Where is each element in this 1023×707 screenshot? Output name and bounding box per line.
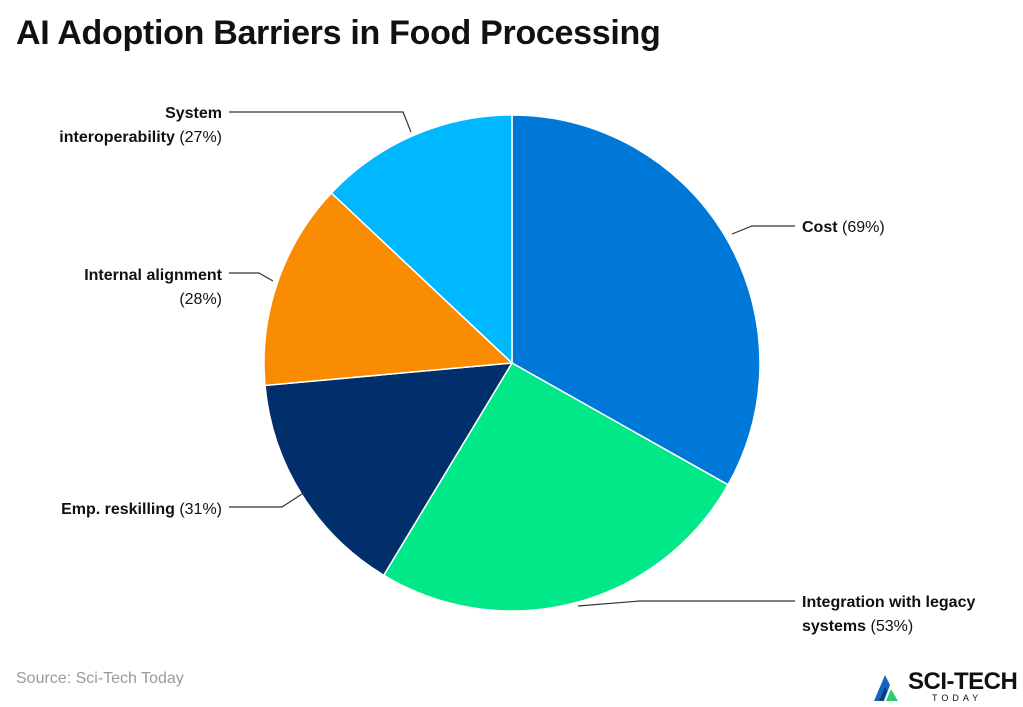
slice-label-name: Emp. reskilling	[61, 501, 175, 518]
slice-label-integration-with-legacy-systems: Integration with legacy systems (53%)	[802, 594, 975, 635]
chart-title: AI Adoption Barriers in Food Processing	[16, 14, 661, 52]
logo-wordmark: SCI-TECH	[908, 668, 1018, 695]
slice-labels: Cost (69%) Integration with legacy systems…	[59, 105, 975, 635]
slice-label-name: Integration with legacy	[802, 594, 975, 611]
slice-label-system-interoperability: System interoperability (27%)	[59, 105, 222, 146]
logo-mark-icon	[874, 675, 898, 701]
slice-label-name: Cost	[802, 219, 838, 236]
leader-line-emp-reskilling	[229, 491, 306, 508]
leader-line-system-interoperability	[229, 111, 412, 133]
logo-subtitle: TODAY	[932, 693, 983, 703]
slice-label-value: (28%)	[179, 291, 222, 308]
source-note: Source: Sci-Tech Today	[16, 670, 184, 687]
pie-slice-integration-with-legacy-systems[interactable]	[382, 361, 730, 612]
slice-label-cost: Cost (69%)	[802, 219, 885, 236]
pie-slice-cost[interactable]	[511, 114, 761, 486]
slice-label-name: System	[165, 105, 222, 122]
slice-label-value: (27%)	[175, 129, 222, 146]
slice-label-name: interoperability	[59, 129, 175, 146]
brand-logo[interactable]: SCI-TECH TODAY	[872, 668, 1022, 706]
pie-slice-system-interoperability[interactable]	[330, 114, 513, 365]
pie-slice-internal-alignment[interactable]	[263, 191, 514, 387]
leader-line-cost	[731, 225, 795, 235]
slice-label-emp-reskilling: Emp. reskilling (31%)	[61, 501, 222, 518]
slice-label-value: (31%)	[175, 501, 222, 518]
leader-line-internal-alignment	[229, 272, 274, 282]
pie-slices	[263, 114, 761, 612]
slice-label-value: (69%)	[838, 219, 885, 236]
leader-line-integration-with-legacy-systems	[577, 600, 795, 607]
slice-label-internal-alignment: Internal alignment (28%)	[84, 267, 222, 308]
slice-label-value: (53%)	[866, 618, 913, 635]
slice-label-name: Internal alignment	[84, 267, 222, 284]
slice-label-name: systems	[802, 618, 866, 635]
leader-lines	[229, 111, 795, 607]
